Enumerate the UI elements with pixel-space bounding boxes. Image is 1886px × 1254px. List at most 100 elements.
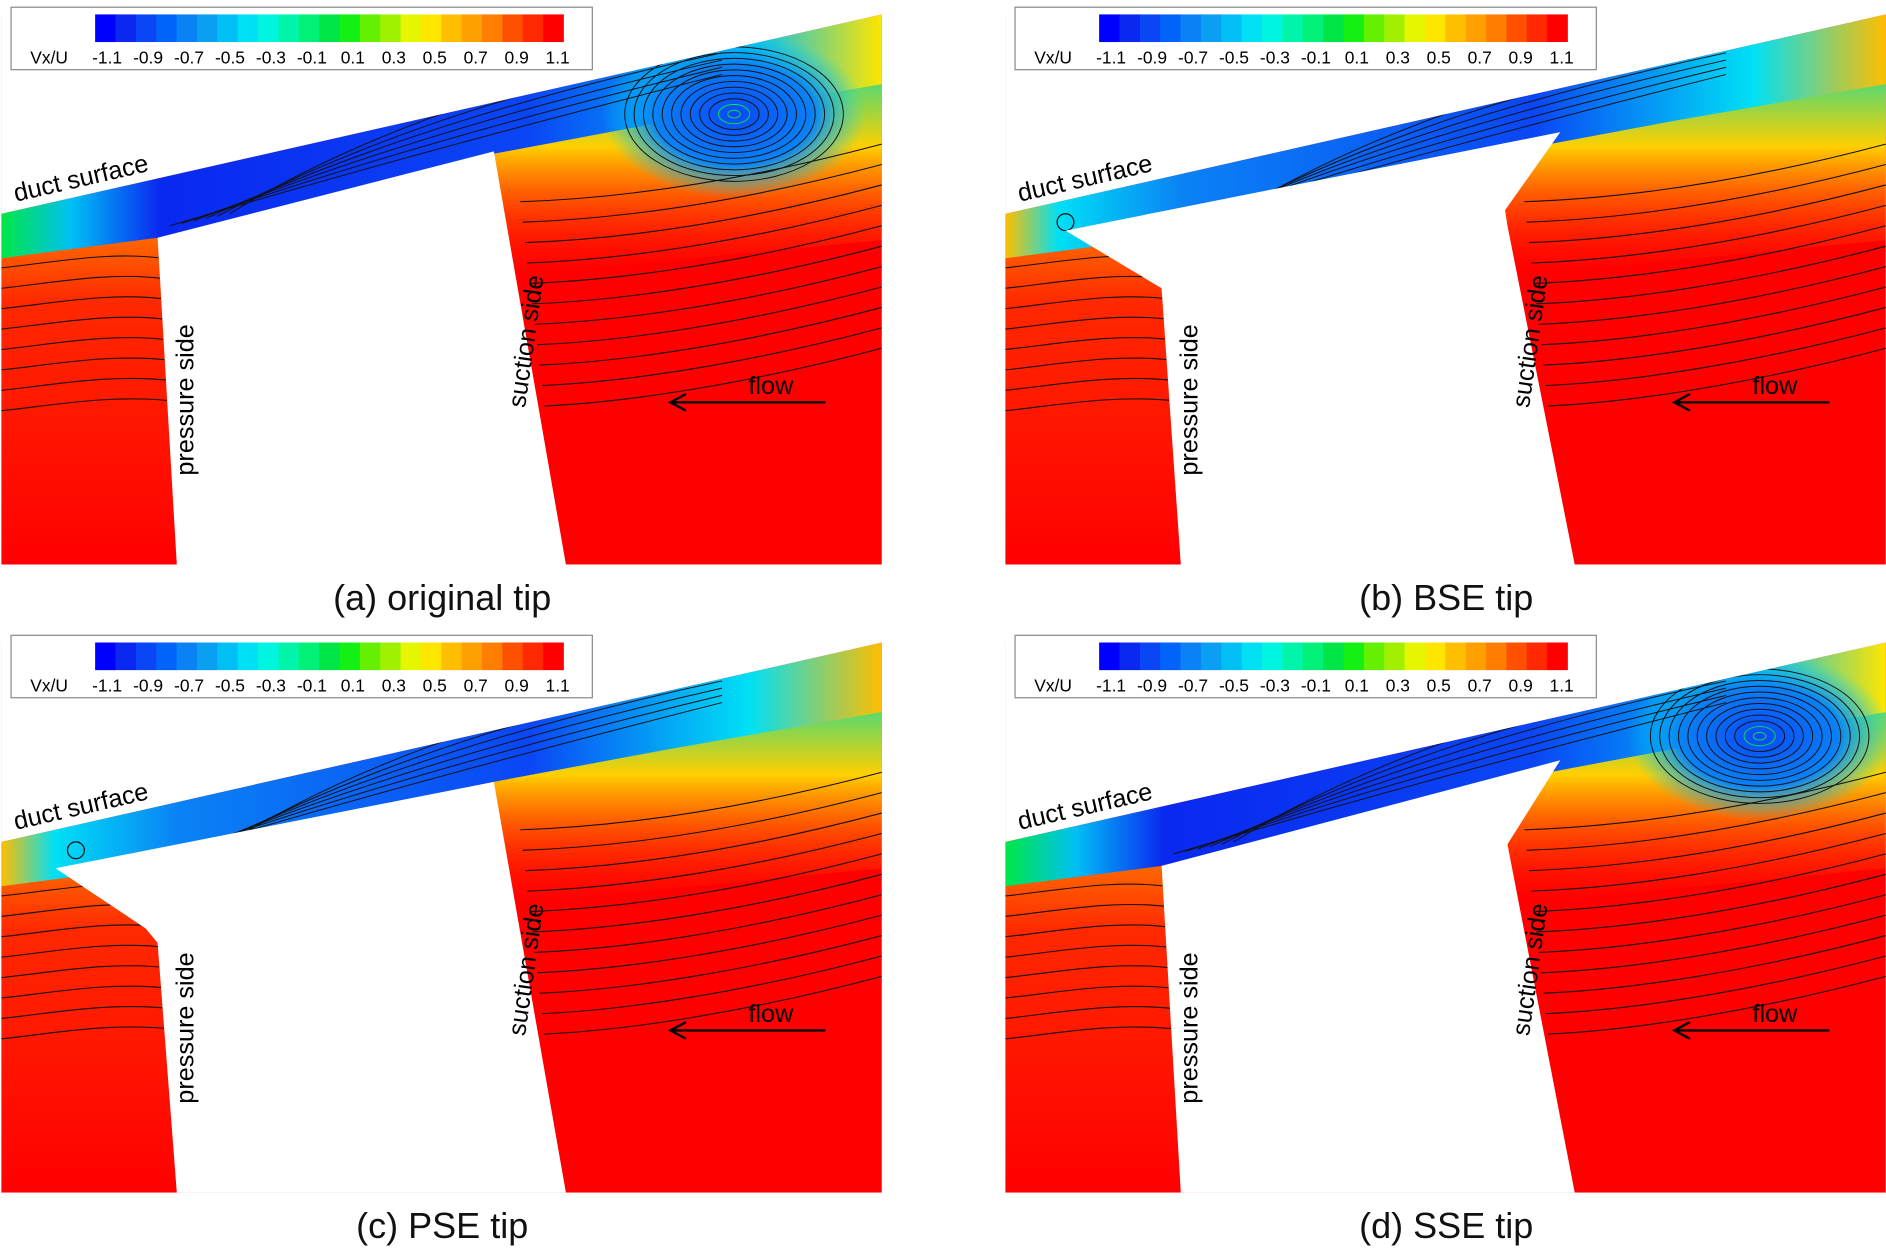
streamline	[537, 914, 882, 974]
pressure-side-fluid	[1, 216, 177, 565]
flow-label: flow	[1752, 372, 1798, 400]
streamline	[1543, 935, 1886, 994]
legend-tick-label: -0.5	[1219, 676, 1249, 696]
pressure-side-label: pressure side	[172, 952, 200, 1103]
colorbar-swatch	[1404, 642, 1426, 671]
colorbar-swatch	[461, 14, 483, 43]
streamline	[1536, 873, 1886, 933]
streamline	[520, 771, 882, 831]
streamline	[522, 792, 882, 851]
colorbar-swatch	[1160, 642, 1181, 671]
vortex-streamline	[642, 57, 826, 171]
colorbar-swatch	[196, 14, 218, 43]
colorbar-legend: Vx/U -1.1 -0.9 -0.7 -0.5 -0.3 -0.1 0.1 0.3 0.5 0.7…	[1014, 6, 1597, 71]
vortex-streamline	[708, 98, 760, 130]
colorbar-swatch	[1139, 642, 1161, 671]
colorbar-swatch	[1119, 642, 1141, 671]
colorbar-swatch	[217, 14, 239, 43]
colorbar-swatch	[1221, 14, 1243, 43]
legend-tick-label: -0.7	[174, 676, 204, 696]
legend-tick-label: 0.3	[382, 676, 406, 696]
panel-b: Vx/U -1.1 -0.9 -0.7 -0.5 -0.3 -0.1 0.1 0.3 0.5 0.7…	[1005, 0, 1886, 618]
legend-tick-label: -1.1	[1096, 48, 1126, 68]
colorbar-swatch	[482, 14, 503, 43]
streamline	[1005, 296, 1169, 310]
legend-tick-label: -1.1	[1096, 676, 1126, 696]
vortex-streamline	[699, 92, 769, 136]
legend-tick-label: 0.5	[1427, 48, 1451, 68]
legend-tick-label: -0.9	[133, 48, 163, 68]
colorbar-swatch	[1526, 14, 1548, 43]
legend-tick-label: -0.7	[1178, 676, 1208, 696]
colorbar-swatch	[278, 14, 300, 43]
pressure-side-label: pressure side	[1176, 952, 1204, 1103]
colorbar-legend: Vx/U -1.1 -0.9 -0.7 -0.5 -0.3 -0.1 0.1 0.3 0.5 0.7…	[1014, 634, 1597, 699]
flow-label: flow	[748, 372, 794, 400]
colorbar-swatch	[1384, 14, 1405, 43]
streamline	[1, 337, 169, 351]
vortex-streamline	[1743, 726, 1776, 747]
colorbar-swatch	[278, 642, 300, 671]
panel-c: Vx/U -1.1 -0.9 -0.7 -0.5 -0.3 -0.1 0.1 0.3 0.5 0.7…	[1, 628, 882, 1246]
legend-tick-label: 0.9	[1509, 48, 1533, 68]
vortex-region	[601, 30, 867, 199]
legend-tick-label: -0.5	[215, 676, 245, 696]
legend-variable: Vx/U	[30, 676, 68, 696]
colorbar-swatch	[1200, 642, 1222, 671]
legend-tick-label: -0.3	[256, 676, 286, 696]
vortex-streamline	[1677, 685, 1842, 787]
streamline	[1548, 975, 1886, 1035]
vortex-streamline	[717, 104, 751, 125]
colorbar-swatch	[258, 642, 279, 671]
colorbar-swatch	[115, 14, 137, 43]
streamline	[1005, 398, 1178, 412]
streamline	[534, 894, 882, 953]
colorbar-swatch	[1139, 14, 1161, 43]
colorbar-swatch	[298, 14, 320, 43]
streamline	[1005, 357, 1175, 371]
colorbar-swatch	[400, 642, 422, 671]
colorbar-swatch	[258, 14, 279, 43]
legend-tick-label: 1.1	[1550, 48, 1574, 68]
vortex-streamline	[671, 75, 797, 154]
legend-tick-label: 1.1	[546, 676, 570, 696]
legend-tick-label: 0.3	[1386, 676, 1410, 696]
legend-tick-label: 0.9	[505, 48, 529, 68]
legend-variable: Vx/U	[1034, 48, 1072, 68]
vortex-streamline	[1687, 691, 1832, 781]
legend-tick-label: -0.3	[256, 48, 286, 68]
colorbar-swatch	[135, 14, 157, 43]
streamline	[1, 985, 171, 999]
streamline	[1541, 286, 1886, 346]
colorbar-swatch	[319, 14, 340, 43]
colorbar-swatch	[543, 14, 564, 43]
colorbar-swatch	[1526, 642, 1548, 671]
colorbar-legend: Vx/U -1.1 -0.9 -0.7 -0.5 -0.3 -0.1 0.1 0.3 0.5 0.7…	[10, 634, 593, 699]
colorbar-swatch	[1323, 14, 1344, 43]
flow-arrow-icon	[1671, 392, 1830, 412]
colorbar-swatch	[1465, 14, 1487, 43]
vortex-streamline	[1659, 674, 1861, 799]
streamline	[1, 357, 171, 371]
colorbar-swatch	[1323, 642, 1344, 671]
pressure-side-fluid	[1005, 844, 1181, 1193]
streamline	[520, 143, 882, 203]
streamline	[1, 255, 162, 269]
streamline	[1005, 377, 1177, 391]
legend-tick-label: 0.7	[1468, 48, 1492, 68]
streamline	[1529, 812, 1886, 872]
vortex-streamline	[1734, 720, 1786, 753]
colorbar-swatch	[1180, 642, 1202, 671]
panel-caption: (b) BSE tip	[1359, 577, 1533, 618]
streamline	[1, 398, 174, 412]
colorbar-swatch	[1343, 642, 1365, 671]
colorbar-swatch	[420, 642, 442, 671]
colorbar-swatch	[1099, 14, 1120, 43]
colorbar-swatch	[135, 642, 157, 671]
legend-tick-label: -0.9	[1137, 48, 1167, 68]
flow-label: flow	[748, 1000, 794, 1028]
colorbar-swatch	[1465, 642, 1487, 671]
panel-a: Vx/U -1.1 -0.9 -0.7 -0.5 -0.3 -0.1 0.1 0.3 0.5 0.7…	[1, 0, 882, 618]
streamline	[1005, 337, 1173, 351]
